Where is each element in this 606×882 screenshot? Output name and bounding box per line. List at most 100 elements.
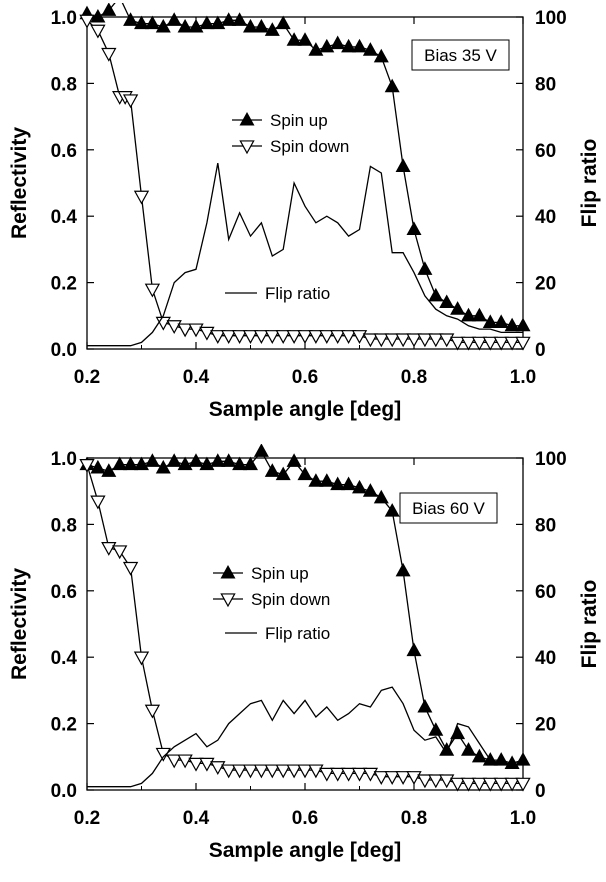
data-layer (79, 3, 531, 351)
data-point-spin-up (210, 15, 226, 30)
data-point-spin-down (264, 764, 280, 779)
data-point-spin-down (199, 326, 215, 341)
data-point-spin-down (319, 767, 335, 782)
data-point-spin-up (155, 18, 171, 33)
y-tick-label: 0.8 (51, 515, 77, 536)
data-point-spin-down (362, 333, 379, 348)
bias-annotation: Bias 60 V (399, 492, 498, 524)
data-point-spin-down (275, 764, 291, 779)
legend-marker-spin-up (220, 564, 236, 579)
data-point-spin-up (253, 18, 269, 33)
data-point-spin-down (460, 777, 477, 792)
data-point-spin-up (439, 294, 455, 309)
data-point-spin-down (210, 330, 226, 344)
data-point-spin-up (308, 473, 324, 487)
data-point-spin-down (428, 774, 444, 789)
data-point-spin-down (133, 651, 150, 666)
data-point-spin-down (112, 545, 128, 560)
data-point-spin-up (101, 463, 117, 477)
data-point-spin-down (460, 336, 477, 351)
y2-tick-label: 100 (535, 449, 567, 470)
bias-annotation: Bias 35 V (411, 39, 510, 71)
data-point-spin-down (221, 330, 237, 344)
x-tick-label: 0.8 (401, 808, 427, 829)
data-point-spin-up (286, 453, 302, 467)
data-point-spin-down (504, 777, 520, 792)
data-point-spin-up (341, 476, 357, 491)
data-point-spin-up (515, 752, 531, 766)
data-point-spin-down (144, 704, 161, 719)
data-point-spin-up (155, 459, 171, 474)
y-tick-label: 0.0 (51, 340, 77, 361)
data-point-spin-down (395, 333, 411, 348)
data-point-spin-down (231, 764, 248, 779)
data-point-spin-down (242, 764, 259, 779)
data-point-spin-up (144, 453, 160, 467)
data-point-spin-up (297, 466, 313, 481)
data-point-spin-up (384, 503, 400, 517)
x-tick-label: 0.8 (401, 367, 427, 388)
data-point-spin-up (232, 456, 248, 471)
x-tick-label: 0.6 (292, 367, 318, 388)
y2-tick-label: 80 (535, 515, 556, 536)
data-point-spin-down (471, 336, 488, 351)
x-tick-label: 0.2 (74, 367, 100, 388)
x-axis-label: Sample angle [deg] (209, 398, 402, 421)
data-layer (79, 444, 531, 792)
data-point-spin-down (188, 323, 204, 338)
legend-marker-spin-up (239, 111, 255, 126)
data-point-spin-down (449, 336, 466, 351)
legend-label-spin-down: Spin down (251, 590, 330, 609)
x-tick-label: 0.4 (183, 808, 210, 829)
y2-tick-label: 0 (535, 781, 546, 802)
y2-tick-label: 60 (535, 582, 556, 603)
data-point-spin-down (231, 330, 248, 344)
data-point-spin-down (384, 333, 400, 348)
data-point-spin-up (319, 38, 335, 53)
y2-tick-label: 40 (535, 207, 556, 228)
data-point-spin-up (188, 453, 204, 467)
data-point-spin-up (101, 3, 117, 16)
data-point-spin-down (340, 767, 357, 782)
data-point-spin-up (515, 317, 531, 332)
data-point-spin-up (461, 742, 476, 756)
y2-tick-label: 20 (535, 274, 556, 295)
data-point-spin-up (395, 562, 411, 577)
data-point-spin-up (286, 32, 302, 46)
data-point-spin-up (373, 48, 389, 63)
data-point-spin-down (417, 333, 433, 348)
data-point-spin-down (449, 777, 466, 792)
data-point-spin-down (122, 561, 139, 576)
x-tick-label: 1.0 (510, 367, 536, 388)
y2-tick-label: 80 (535, 74, 556, 95)
legend-flip-ratio: Flip ratio (213, 618, 351, 648)
legend: Spin up Spin down (224, 104, 359, 160)
data-point-spin-up (253, 444, 269, 457)
y-tick-label: 0.6 (51, 582, 77, 603)
data-point-spin-down (101, 47, 117, 62)
legend-flip-ratio: Flip ratio (213, 278, 351, 308)
data-point-spin-up (144, 15, 160, 30)
data-point-spin-up (90, 8, 106, 23)
data-point-spin-down (155, 747, 171, 762)
data-point-spin-down (515, 777, 531, 792)
data-point-spin-down (275, 330, 291, 344)
data-point-spin-up (188, 18, 204, 33)
data-point-spin-up (471, 307, 487, 322)
data-point-spin-up (221, 12, 237, 26)
data-point-spin-down (286, 330, 302, 344)
y2-tick-label: 0 (535, 340, 546, 361)
data-point-spin-up (319, 473, 335, 487)
chart-panel-bottom: 0.2 0.4 0.6 0.8 1.0 0.0 0.2 0.4 0.6 0.8 1.0 0 20 40 60… (0, 441, 606, 882)
y-tick-label: 0.0 (51, 781, 77, 802)
data-point-spin-down (166, 754, 182, 769)
data-point-spin-down (395, 771, 411, 785)
data-point-spin-up (428, 287, 444, 302)
bias-annotation-box (399, 492, 498, 524)
legend-label-spin-down: Spin down (270, 137, 349, 156)
data-point-spin-down (384, 771, 400, 785)
data-point-spin-up (428, 722, 444, 736)
data-point-spin-up (123, 12, 139, 26)
y-axis-label: Reflectivity (8, 127, 31, 239)
data-point-spin-down (515, 336, 531, 351)
